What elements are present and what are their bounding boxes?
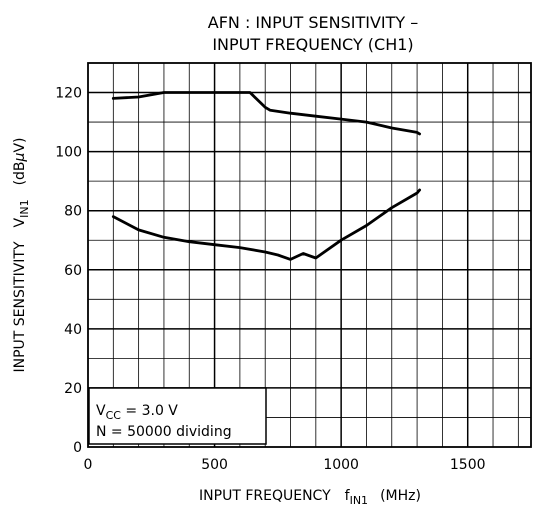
x-tick-label: 500 bbox=[201, 457, 228, 473]
series-group bbox=[111, 91, 421, 261]
y-tick-label: 80 bbox=[64, 204, 82, 220]
x-axis-label: INPUT FREQUENCY fIN1 (MHz) bbox=[199, 488, 421, 507]
y-tick-label: 60 bbox=[64, 263, 82, 279]
y-tick-label: 20 bbox=[64, 381, 82, 397]
x-tick-label: 0 bbox=[84, 457, 93, 473]
chart-title-line2: INPUT FREQUENCY (CH1) bbox=[212, 35, 413, 54]
x-tick-labels: 0 500 1000 1500 bbox=[84, 457, 486, 473]
y-tick-labels: 0 20 40 60 80 100 120 bbox=[55, 86, 82, 456]
x-tick-label: 1500 bbox=[450, 457, 486, 473]
y-tick-label: 0 bbox=[73, 440, 82, 456]
series-line-2 bbox=[111, 188, 421, 261]
series-line-1 bbox=[111, 91, 421, 136]
y-tick-label: 40 bbox=[64, 322, 82, 338]
y-axis-label: INPUT SENSITIVITYVIN1(dBμV) bbox=[12, 138, 31, 373]
y-tick-label: 120 bbox=[55, 86, 82, 102]
plot-frame bbox=[87, 62, 532, 448]
annotation-dividing: N = 50000 dividing bbox=[96, 424, 232, 440]
annotation-box bbox=[88, 387, 267, 445]
y-tick-label: 100 bbox=[55, 145, 82, 161]
chart-title-line1: AFN : INPUT SENSITIVITY – bbox=[208, 13, 418, 32]
x-tick-label: 1000 bbox=[323, 457, 359, 473]
annotation-vcc: VCC = 3.0 V bbox=[96, 403, 178, 422]
